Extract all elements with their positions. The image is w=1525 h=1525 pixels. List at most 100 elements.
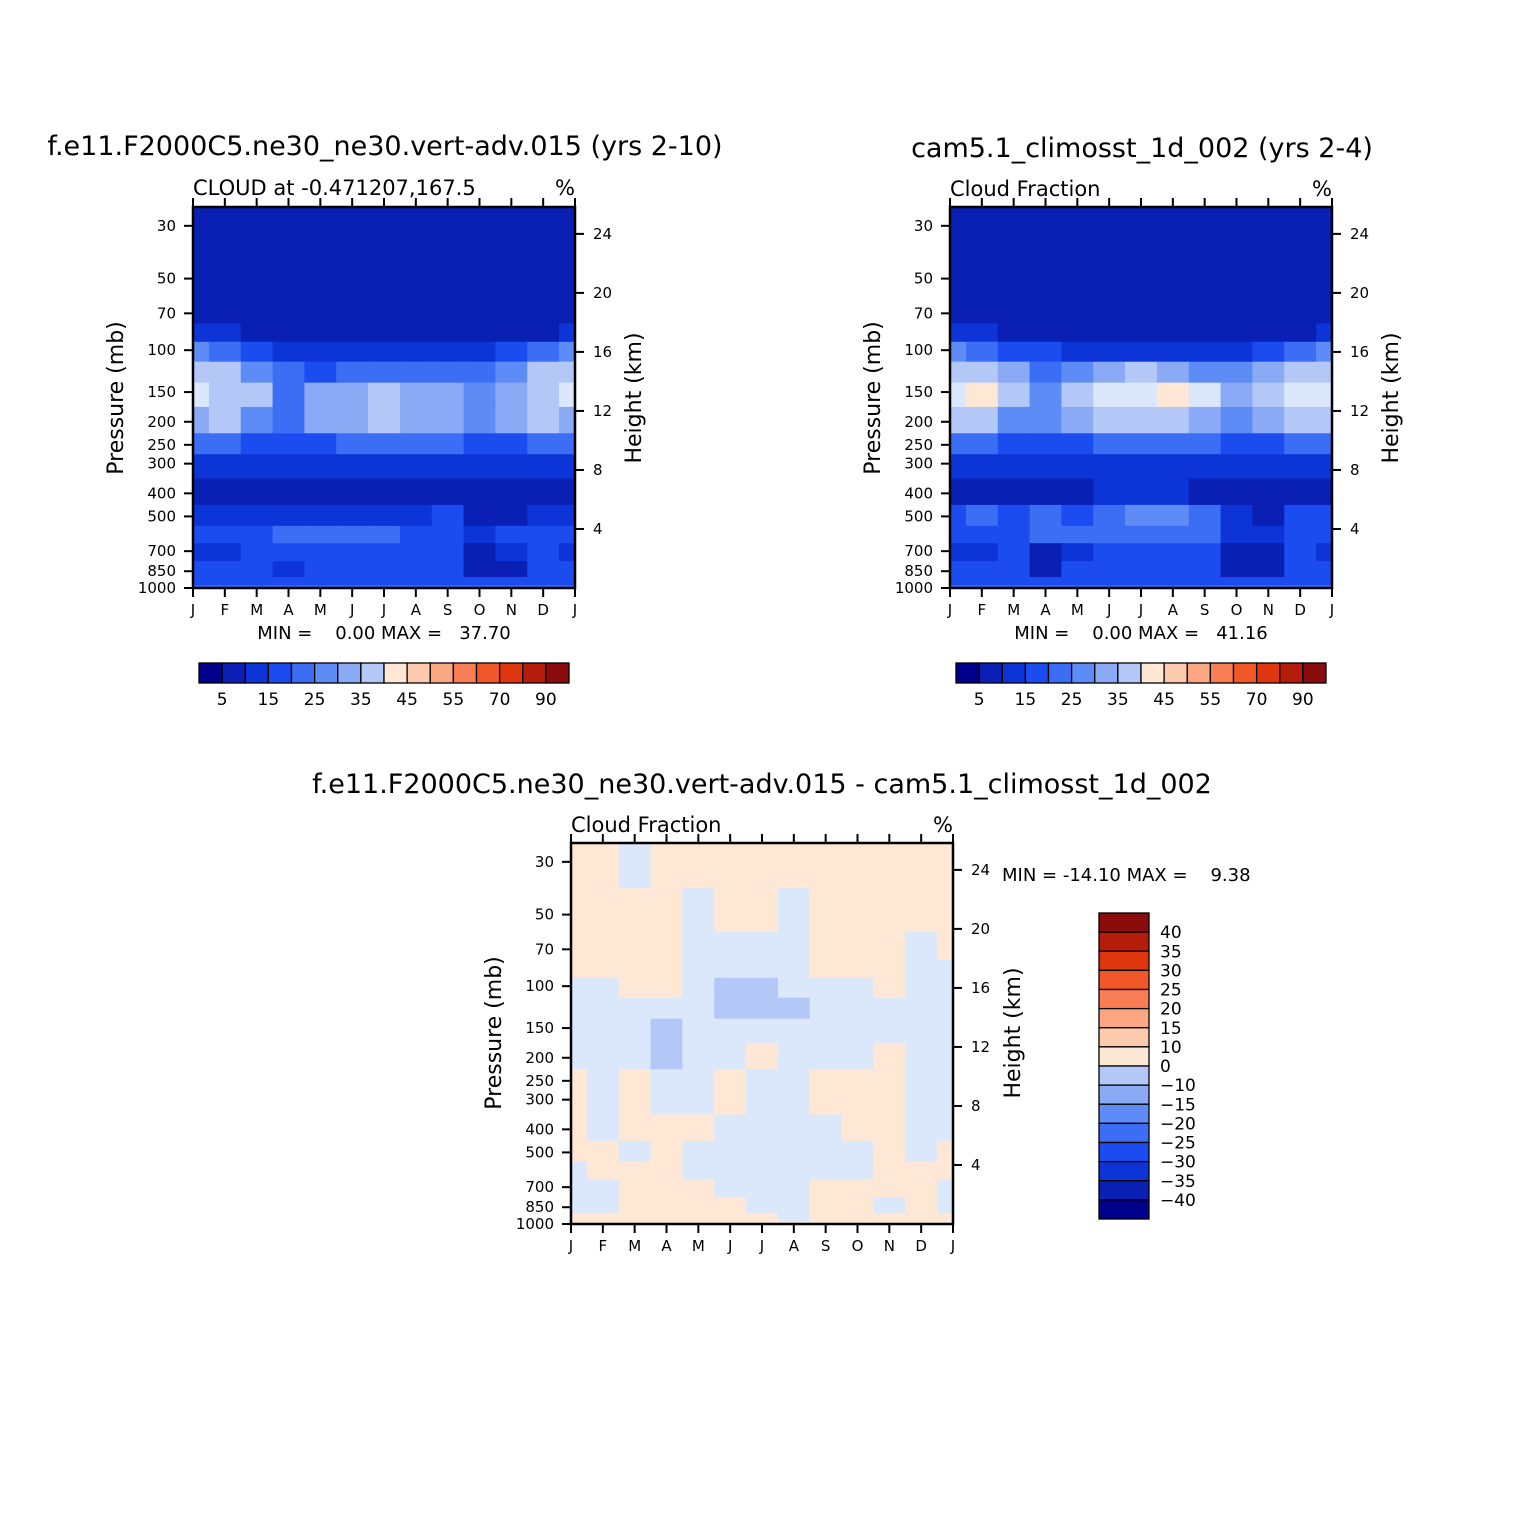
contour-cell xyxy=(905,1161,938,1180)
contour-cell xyxy=(650,1140,684,1163)
contour-cell xyxy=(937,1179,954,1198)
contour-cell xyxy=(618,1069,652,1091)
colorbar: 5 15 25 35 45 55 70 90 xyxy=(955,662,1327,710)
contour-cell xyxy=(841,888,875,933)
contour-cell xyxy=(873,1197,906,1214)
contour-cell xyxy=(399,576,433,586)
contour-cell xyxy=(208,207,242,253)
colorbar-label: 45 xyxy=(396,690,418,710)
x-tick-label: O xyxy=(852,1237,864,1255)
contour-cell xyxy=(304,207,337,253)
contour-cell xyxy=(997,252,1031,297)
contour-cell xyxy=(1220,576,1254,586)
min-max-text: MIN = -14.10 MAX = 9.38 xyxy=(1002,865,1251,886)
contour-cell xyxy=(240,252,274,297)
contour-cell xyxy=(1156,454,1190,480)
contour-cell xyxy=(495,543,528,562)
contour-cell xyxy=(1316,361,1333,384)
contour-cell xyxy=(304,454,337,480)
y-tick-label: 70 xyxy=(157,304,176,322)
contour-cell xyxy=(1316,406,1333,434)
contour-cell xyxy=(873,1069,906,1091)
contour-cell xyxy=(336,382,369,408)
colorbar-box xyxy=(360,662,385,684)
colorbar-label: 5 xyxy=(217,690,228,710)
contour-cell xyxy=(559,454,576,480)
contour-cell xyxy=(368,382,401,408)
y-right-tick-label: 12 xyxy=(593,402,612,420)
contour-cell xyxy=(950,295,967,324)
contour-cell xyxy=(746,1140,779,1163)
contour-cell xyxy=(368,361,401,384)
y-tick-label: 1000 xyxy=(516,1215,554,1233)
contour-cell xyxy=(1156,207,1190,253)
contour-cell xyxy=(431,504,465,527)
contour-cell xyxy=(905,977,938,999)
contour-cell xyxy=(746,1179,779,1198)
contour-cell xyxy=(1316,341,1333,363)
contour-cell xyxy=(937,1090,954,1116)
contour-cell xyxy=(240,454,274,480)
contour-cell xyxy=(746,997,779,1020)
contour-cell xyxy=(495,525,528,544)
contour-cell xyxy=(571,1069,588,1091)
colorbar-box xyxy=(1140,662,1165,684)
contour-cell xyxy=(965,252,999,297)
contour-cell xyxy=(905,843,938,889)
contour-cell xyxy=(1029,543,1063,562)
colorbar-box xyxy=(267,662,293,684)
contour-cell xyxy=(1125,382,1158,408)
contour-cell xyxy=(1061,478,1094,506)
contour-cell xyxy=(1156,561,1190,578)
contour-cell xyxy=(304,323,337,343)
contour-cell xyxy=(1220,295,1254,324)
contour-cell xyxy=(304,504,337,527)
y-tick-label: 30 xyxy=(914,217,933,235)
contour-cell xyxy=(809,959,843,979)
contour-cell xyxy=(463,504,497,527)
contour-cell xyxy=(1188,341,1222,363)
contour-cell xyxy=(809,1212,843,1222)
contour-cell xyxy=(336,543,369,562)
contour-cell xyxy=(368,525,401,544)
contour-cell xyxy=(399,478,433,506)
contour-cell xyxy=(841,1179,875,1198)
x-tick-label: D xyxy=(1294,601,1306,619)
y-tick-label: 250 xyxy=(525,1072,554,1090)
contour-cell xyxy=(1156,252,1190,297)
contour-cell xyxy=(495,478,528,506)
contour-cell xyxy=(304,478,337,506)
contour-cell xyxy=(873,1114,906,1142)
x-tick-label: J xyxy=(759,1237,764,1255)
contour-cell xyxy=(1188,361,1222,384)
contour-cell xyxy=(905,1069,938,1091)
contour-cell xyxy=(965,323,999,343)
contour-cell xyxy=(495,252,528,297)
contour-cell xyxy=(1220,341,1254,363)
colorbar-box xyxy=(955,662,980,684)
colorbar-label: 15 xyxy=(1015,690,1037,710)
colorbar-box xyxy=(1098,1180,1150,1201)
contour-cell xyxy=(905,1042,938,1070)
y-right-tick-label: 12 xyxy=(971,1038,990,1056)
x-tick-label: F xyxy=(599,1237,608,1255)
contour-cell xyxy=(240,341,274,363)
contour-cell xyxy=(208,543,242,562)
contour-cell xyxy=(1188,576,1222,586)
contour-cell xyxy=(304,561,337,578)
contour-cell xyxy=(1156,341,1190,363)
panel-subtitle-left: CLOUD at -0.471207,167.5 xyxy=(193,176,476,200)
contour-cell xyxy=(208,454,242,480)
contour-cell xyxy=(841,1069,875,1091)
colorbar-label: 35 xyxy=(1107,690,1129,710)
contour-cell xyxy=(1156,543,1190,562)
contour-cell xyxy=(208,252,242,297)
y-tick-label: 1000 xyxy=(138,579,176,597)
contour-cell xyxy=(586,977,620,999)
contour-cell xyxy=(905,1090,938,1116)
contour-cell xyxy=(618,959,652,979)
contour-cell xyxy=(240,323,274,343)
x-tick-label: M xyxy=(628,1237,641,1255)
